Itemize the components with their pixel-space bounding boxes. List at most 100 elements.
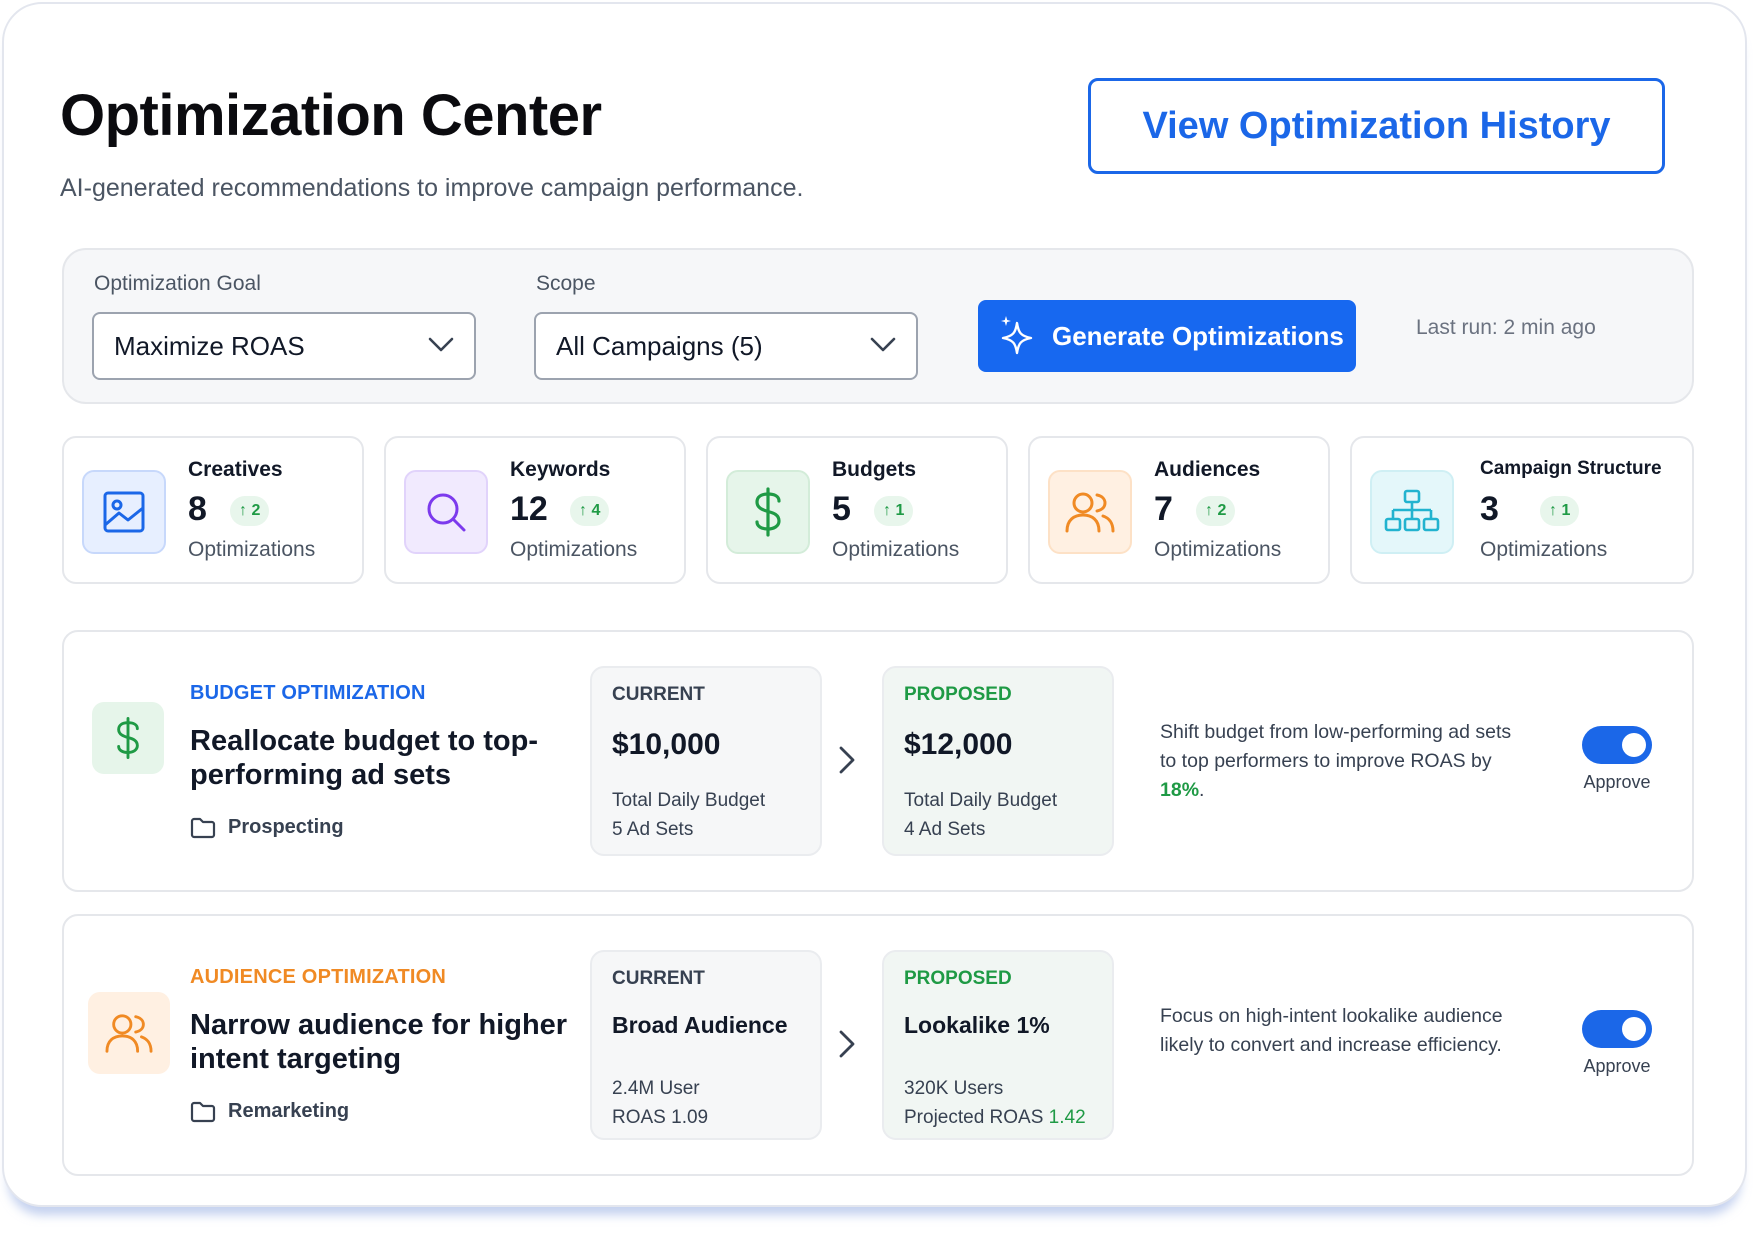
stat-card-budgets[interactable]: Budgets 5 ↑ 1 Optimizations — [706, 436, 1008, 584]
proposed-value: $12,000 — [904, 728, 1013, 761]
optimization-center-panel: Optimization Center AI-generated recomme… — [2, 2, 1747, 1207]
proposed-detail: Total Daily Budget — [904, 790, 1058, 811]
approve-toggle[interactable] — [1582, 726, 1652, 764]
proposed-value: Lookalike 1% — [904, 1012, 1050, 1038]
improvement-percent: 18% — [1160, 779, 1200, 801]
controls-bar: Optimization Goal Maximize ROAS Scope Al… — [62, 248, 1694, 404]
current-detail: ROAS 1.09 — [612, 1107, 709, 1128]
folder-icon — [190, 1101, 216, 1122]
stat-delta-value: 4 — [591, 502, 601, 519]
stat-count: 7 — [1154, 490, 1173, 528]
description-text-end: . — [1199, 779, 1205, 801]
sparkle-icon — [1001, 316, 1033, 355]
proposed-label: PROPOSED — [904, 968, 1012, 989]
recommendation-type: AUDIENCE OPTIMIZATION — [190, 966, 447, 988]
current-label: CURRENT — [612, 684, 705, 705]
view-optimization-history-button[interactable]: View Optimization History — [1088, 78, 1665, 174]
proposed-label: PROPOSED — [904, 684, 1012, 705]
recommendation-description: Focus on high-intent lookalike audience … — [1160, 1005, 1503, 1056]
recommendation-type: BUDGET OPTIMIZATION — [190, 682, 426, 704]
stat-delta-value: 2 — [251, 502, 261, 519]
proposed-state-box: PROPOSED Lookalike 1% 320K Users Project… — [882, 950, 1114, 1140]
users-icon — [1048, 470, 1132, 554]
arrow-up-icon: ↑ — [883, 502, 896, 519]
recommendation-card-budget: BUDGET OPTIMIZATION Reallocate budget to… — [62, 630, 1694, 892]
arrow-up-icon: ↑ — [579, 502, 592, 519]
campaign-folder[interactable]: Prospecting — [190, 816, 344, 839]
campaign-folder[interactable]: Remarketing — [190, 1100, 349, 1123]
recommendation-title: Narrow audience for higher intent target… — [190, 1009, 568, 1075]
approve-label: Approve — [1583, 772, 1651, 792]
hierarchy-icon — [1370, 470, 1454, 554]
projected-roas-value: 1.42 — [1048, 1107, 1086, 1128]
stat-delta-badge: ↑ 4 — [570, 496, 610, 526]
stat-subtitle: Optimizations — [188, 538, 316, 561]
search-icon — [404, 470, 488, 554]
image-icon — [82, 470, 166, 554]
stat-subtitle: Optimizations — [832, 538, 960, 561]
scope-value: All Campaigns (5) — [556, 330, 763, 361]
approve-toggle[interactable] — [1582, 1010, 1652, 1048]
arrow-up-icon: ↑ — [1205, 502, 1218, 519]
stat-card-keywords[interactable]: Keywords 12 ↑ 4 Optimizations — [384, 436, 686, 584]
chevron-down-icon — [428, 337, 454, 352]
chevron-right-icon — [839, 1030, 855, 1058]
current-detail: Total Daily Budget — [612, 790, 766, 811]
arrow-up-icon: ↑ — [1549, 502, 1562, 519]
projected-roas-label: Projected ROAS — [904, 1107, 1049, 1128]
goal-value: Maximize ROAS — [114, 330, 305, 361]
scope-select[interactable]: All Campaigns (5) — [534, 312, 918, 380]
stat-delta-badge: ↑ 2 — [230, 496, 270, 526]
stat-title: Campaign Structure — [1480, 458, 1662, 479]
description-text: Shift budget from low-performing ad sets… — [1160, 721, 1512, 772]
stat-title: Audiences — [1154, 458, 1261, 481]
recommendation-card-audience: AUDIENCE OPTIMIZATION Narrow audience fo… — [62, 914, 1694, 1176]
current-detail: 2.4M User — [612, 1078, 700, 1099]
optimization-goal-select[interactable]: Maximize ROAS — [92, 312, 476, 380]
generate-optimizations-button[interactable]: Generate Optimizations — [978, 300, 1356, 372]
stat-subtitle: Optimizations — [1154, 538, 1282, 561]
current-value: Broad Audience — [612, 1012, 788, 1038]
stat-delta-badge: ↑ 1 — [1540, 496, 1580, 526]
stat-count: 5 — [832, 490, 851, 528]
stat-count: 12 — [510, 490, 548, 528]
stat-title: Creatives — [188, 458, 283, 481]
stat-delta-value: 2 — [1217, 502, 1227, 519]
stat-count: 8 — [188, 490, 207, 528]
current-state-box: CURRENT Broad Audience 2.4M User ROAS 1.… — [590, 950, 822, 1140]
recommendation-title: Reallocate budget to top-performing ad s… — [190, 725, 538, 791]
stat-title: Budgets — [832, 458, 916, 481]
proposed-detail: 320K Users — [904, 1078, 1004, 1099]
stat-delta-badge: ↑ 1 — [874, 496, 914, 526]
proposed-detail: 4 Ad Sets — [904, 819, 986, 840]
folder-icon — [190, 817, 216, 838]
recommendation-description: Shift budget from low-performing ad sets… — [1160, 718, 1530, 805]
page-subtitle: AI-generated recommendations to improve … — [60, 174, 804, 202]
current-state-box: CURRENT $10,000 Total Daily Budget 5 Ad … — [590, 666, 822, 856]
stat-card-campaign-structure[interactable]: Campaign Structure 3 ↑ 1 Optimizations — [1350, 436, 1694, 584]
last-run-text: Last run: 2 min ago — [1416, 316, 1596, 339]
proposed-state-box: PROPOSED $12,000 Total Daily Budget 4 Ad… — [882, 666, 1114, 856]
stat-delta-badge: ↑ 2 — [1196, 496, 1236, 526]
stat-count: 3 — [1480, 490, 1499, 528]
current-value: $10,000 — [612, 728, 721, 761]
dollar-icon — [92, 702, 164, 774]
scope-label: Scope — [536, 272, 596, 295]
page-title: Optimization Center — [60, 83, 602, 148]
stat-subtitle: Optimizations — [510, 538, 638, 561]
arrow-up-icon: ↑ — [239, 502, 252, 519]
chevron-down-icon — [870, 337, 896, 352]
proposed-detail: Projected ROAS 1.42 — [904, 1103, 1086, 1132]
folder-name: Remarketing — [228, 1100, 350, 1122]
chevron-right-icon — [839, 746, 855, 774]
generate-label: Generate Optimizations — [1052, 320, 1344, 351]
current-detail: 5 Ad Sets — [612, 819, 694, 840]
stat-delta-value: 1 — [1561, 502, 1571, 519]
stat-delta-value: 1 — [895, 502, 905, 519]
stat-title: Keywords — [510, 458, 611, 481]
current-label: CURRENT — [612, 968, 705, 989]
approve-label: Approve — [1583, 1056, 1651, 1076]
stat-subtitle: Optimizations — [1480, 538, 1608, 561]
stat-card-creatives[interactable]: Creatives 8 ↑ 2 Optimizations — [62, 436, 364, 584]
stat-card-audiences[interactable]: Audiences 7 ↑ 2 Optimizations — [1028, 436, 1330, 584]
